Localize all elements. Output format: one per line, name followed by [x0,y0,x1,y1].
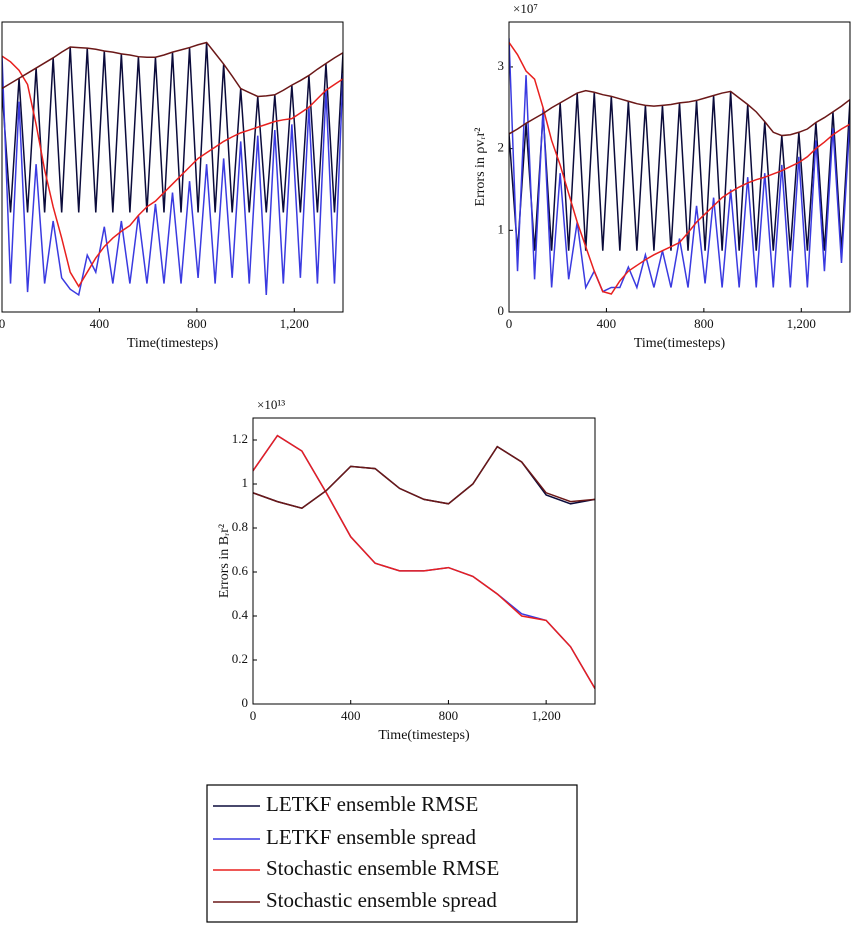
subplot: 0 400 800 1,200 Time(timesteps) [0,21,344,351]
y-axis-label: Errors in ρvᵣr² [473,128,488,207]
y-tick-label: 1 [242,475,249,490]
y-tick-label: 0.8 [232,519,248,534]
x-tick-label: 400 [597,316,617,331]
subplot: 0 400 800 1,200 0 0.2 0.4 0.6 0.8 1 1.2 Time(timest… [217,397,596,743]
y-multiplier: ×10⁷ [513,1,538,16]
y-tick-label: 0.2 [232,651,248,666]
y-axis-label: Errors in Bᵣr² [217,524,232,598]
y-tick-label: 0.6 [232,563,249,578]
legend-label: LETKF ensemble RMSE [266,792,478,816]
y-tick-label: 1.2 [232,431,248,446]
legend-label: Stochastic ensemble spread [266,888,497,912]
series-line [509,38,850,293]
y-tick-label: 0.4 [232,607,249,622]
series-line [253,434,595,689]
x-tick-label: 800 [439,708,459,723]
x-axis-label: Time(timesteps) [378,728,470,743]
x-tick-label: 400 [90,316,110,331]
x-tick-label: 1,200 [787,316,816,331]
series-line [2,56,343,297]
series-line [509,41,850,295]
x-axis-label: Time(timesteps) [634,336,726,351]
y-tick-label: 0 [242,695,249,710]
series-line [2,55,343,288]
series-line [253,434,595,689]
y-tick-label: 1 [498,221,505,236]
y-tick-label: 3 [498,58,505,73]
plot-frame [508,21,851,313]
series-line [509,91,850,251]
y-multiplier: ×10¹³ [257,397,285,412]
plot-frame [252,417,596,705]
x-tick-label: 400 [341,708,361,723]
legend-label: Stochastic ensemble RMSE [266,856,499,880]
y-tick-label: 0 [498,303,505,318]
x-tick-label: 800 [187,316,207,331]
legend-box [206,784,578,923]
legend-label: LETKF ensemble spread [266,825,476,849]
x-tick-label: 800 [694,316,714,331]
x-tick-label: 0 [506,316,513,331]
y-tick-label: 2 [498,140,505,155]
series-line [253,445,595,510]
x-tick-label: 0 [0,316,5,331]
subplot: 0 400 800 1,200 0 1 2 3 Time(timesteps) Errors in… [473,1,851,351]
series-line [509,89,850,137]
x-axis-label: Time(timesteps) [127,336,219,351]
x-tick-label: 1,200 [532,708,561,723]
x-tick-label: 0 [250,708,257,723]
x-tick-label: 1,200 [280,316,309,331]
plot-frame [1,21,344,313]
series-line [2,41,343,98]
